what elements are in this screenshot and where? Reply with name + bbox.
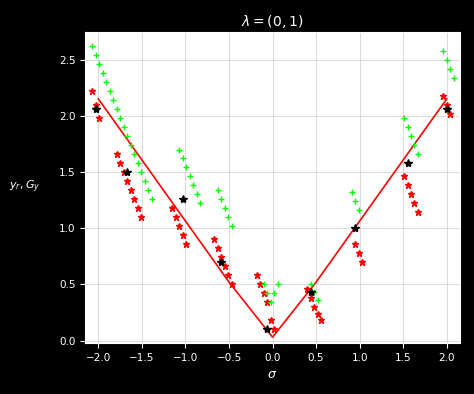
Y-axis label: $y_r, G_y$: $y_r, G_y$ (9, 179, 40, 195)
X-axis label: $\sigma$: $\sigma$ (267, 368, 278, 381)
Title: $\lambda=(0,1)$: $\lambda=(0,1)$ (241, 13, 304, 30)
